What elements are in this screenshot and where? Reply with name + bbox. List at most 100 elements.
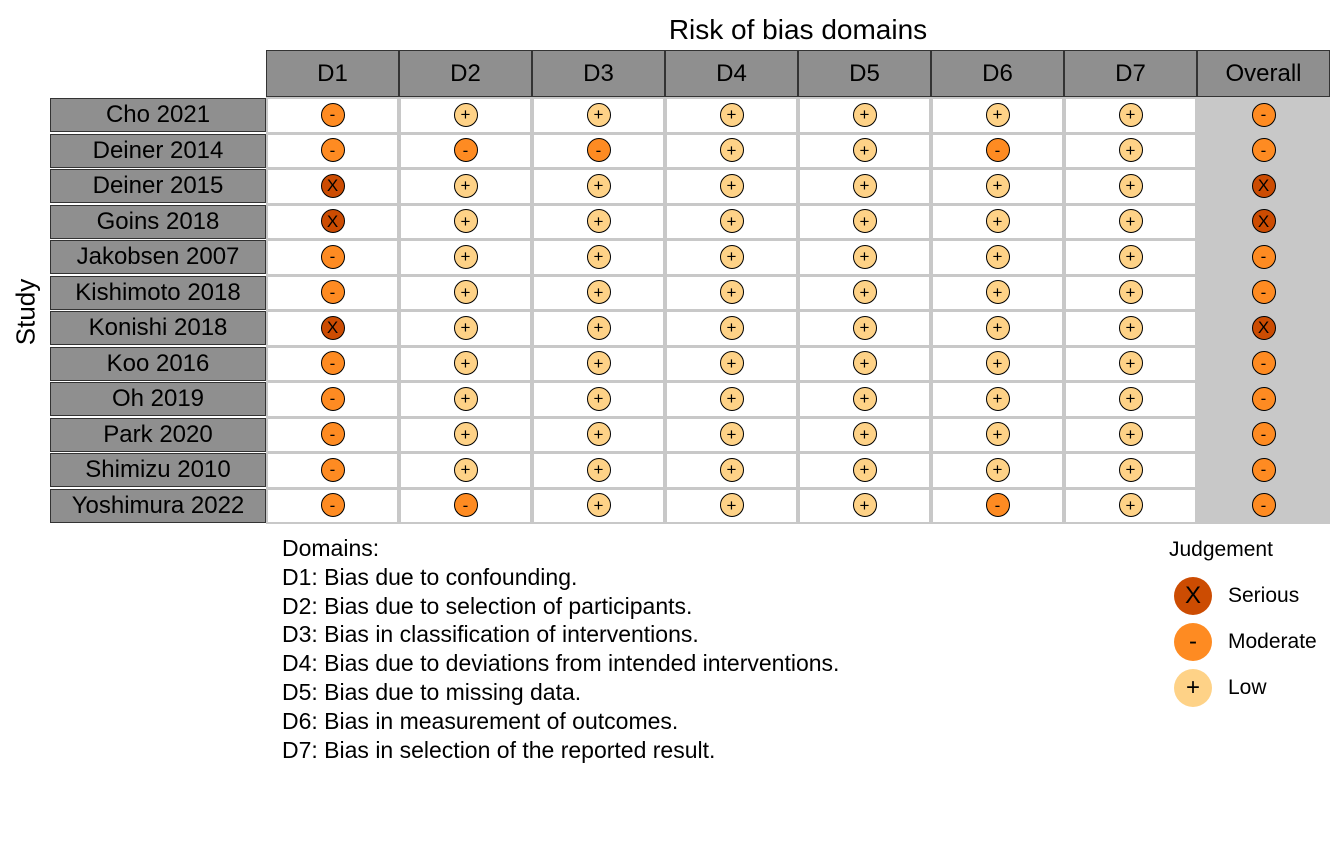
judgement-low-icon: + (985, 209, 1010, 234)
judgement-low-icon: + (852, 422, 877, 447)
judgement-low-icon: + (719, 351, 744, 376)
judgement-low-icon: + (719, 244, 744, 269)
judgement-low-icon: + (719, 422, 744, 447)
judgement-serious-icon: X (320, 173, 345, 198)
judgement-low-icon: + (586, 280, 611, 305)
judgement-low-icon: + (453, 244, 478, 269)
judgement-low-icon: + (1118, 457, 1143, 482)
chart-title: Risk of bias domains (668, 14, 928, 45)
judgement-low-icon: + (985, 351, 1010, 376)
judgement-low-icon: + (453, 386, 478, 411)
judgement-low-icon: + (453, 280, 478, 305)
judgement-low-icon: + (1118, 173, 1143, 198)
judgement-moderate-icon: - (1251, 138, 1276, 163)
judgement-low-icon: + (852, 102, 877, 127)
judgement-low-icon: + (1118, 315, 1143, 340)
judgement-moderate-icon: - (320, 493, 345, 518)
judgement-serious-icon: X (1251, 209, 1276, 234)
domain-d1: D1: Bias due to confounding. (282, 563, 578, 590)
judgement-low-icon: + (719, 457, 744, 482)
judgement-moderate-icon: - (985, 493, 1010, 518)
judgement-moderate-icon: - (320, 244, 345, 269)
column-header-d7: D7 (1064, 50, 1197, 97)
judgement-moderate-icon: - (320, 351, 345, 376)
judgement-low-icon: + (1118, 244, 1143, 269)
judgement-low-icon: + (586, 209, 611, 234)
domain-d6: D6: Bias in measurement of outcomes. (282, 707, 679, 734)
judgement-low-icon: + (1118, 138, 1143, 163)
judgement-low-icon: + (852, 315, 877, 340)
judgement-low-icon: + (719, 102, 744, 127)
legend-label-serious: Serious (1228, 584, 1300, 607)
low-symbol-icon: + (1174, 669, 1212, 707)
legend-label-low: Low (1228, 676, 1267, 699)
judgement-moderate-icon: - (320, 102, 345, 127)
judgement-low-icon: + (852, 457, 877, 482)
judgement-low-icon: + (719, 173, 744, 198)
legend-item-low: + Low (1174, 668, 1267, 708)
judgement-serious-icon: X (1251, 315, 1276, 340)
judgement-moderate-icon: - (1251, 244, 1276, 269)
judgement-low-icon: + (586, 244, 611, 269)
domains-title: Domains: (282, 535, 380, 561)
judgement-low-icon: + (586, 386, 611, 411)
judgement-low-icon: + (586, 457, 611, 482)
study-label: Kishimoto 2018 (50, 275, 266, 310)
judgement-low-icon: + (719, 138, 744, 163)
domain-d3: D3: Bias in classification of interventi… (282, 621, 699, 648)
judgement-low-icon: + (453, 209, 478, 234)
study-label: Deiner 2015 (50, 169, 266, 203)
judgement-low-icon: + (453, 457, 478, 482)
domain-d5: D5: Bias due to missing data. (282, 678, 582, 705)
domains-legend: Domains: D1: Bias due to confounding. D2… (282, 534, 839, 764)
judgement-moderate-icon: - (1251, 493, 1276, 518)
judgement-low-icon: + (852, 351, 877, 376)
judgement-serious-icon: X (320, 209, 345, 234)
study-label: Yoshimura 2022 (50, 488, 266, 523)
judgement-low-icon: + (586, 315, 611, 340)
study-label: Deiner 2014 (50, 133, 266, 168)
judgement-low-icon: + (852, 280, 877, 305)
column-header-overall: Overall (1197, 50, 1330, 97)
judgement-low-icon: + (586, 351, 611, 376)
study-label: Koo 2016 (50, 346, 266, 381)
judgement-low-icon: + (1118, 493, 1143, 518)
judgement-low-icon: + (985, 102, 1010, 127)
judgement-low-icon: + (719, 493, 744, 518)
judgement-low-icon: + (985, 457, 1010, 482)
serious-symbol-icon: X (1174, 577, 1212, 615)
judgement-moderate-icon: - (586, 138, 611, 163)
judgement-low-icon: + (852, 209, 877, 234)
domain-d7: D7: Bias in selection of the reported re… (282, 736, 716, 763)
judgement-low-icon: + (985, 422, 1010, 447)
judgement-low-icon: + (1118, 386, 1143, 411)
legend-item-serious: X Serious (1174, 576, 1299, 616)
judgement-moderate-icon: - (1251, 386, 1276, 411)
judgement-low-icon: + (985, 280, 1010, 305)
moderate-symbol-icon: - (1174, 623, 1212, 661)
judgement-low-icon: + (1118, 351, 1143, 376)
judgement-moderate-icon: - (1251, 422, 1276, 447)
column-header-d1: D1 (266, 50, 399, 97)
judgement-moderate-icon: - (453, 138, 478, 163)
judgement-low-icon: + (985, 386, 1010, 411)
judgement-low-icon: + (586, 173, 611, 198)
column-header-d2: D2 (399, 50, 532, 97)
judgement-low-icon: + (985, 315, 1010, 340)
judgement-moderate-icon: - (1251, 457, 1276, 482)
judgement-low-icon: + (453, 315, 478, 340)
judgement-low-icon: + (453, 351, 478, 376)
judgement-low-icon: + (852, 173, 877, 198)
study-label: Jakobsen 2007 (50, 240, 266, 274)
judgement-low-icon: + (453, 422, 478, 447)
study-label: Park 2020 (50, 417, 266, 452)
judgement-legend-title: Judgement (1169, 538, 1273, 561)
judgement-low-icon: + (1118, 102, 1143, 127)
judgement-low-icon: + (719, 209, 744, 234)
y-axis-label: Study (10, 278, 41, 346)
judgement-low-icon: + (453, 102, 478, 127)
domain-d2: D2: Bias due to selection of participant… (282, 592, 693, 619)
study-label: Shimizu 2010 (50, 453, 266, 487)
study-label: Cho 2021 (50, 98, 266, 132)
judgement-moderate-icon: - (453, 493, 478, 518)
